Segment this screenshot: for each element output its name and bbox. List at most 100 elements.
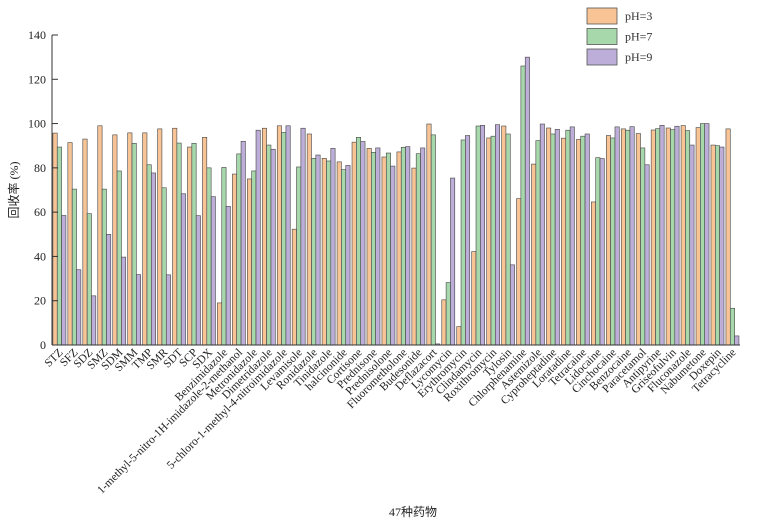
bar-pH7-25 (430, 134, 436, 346)
bar-pH7-5 (131, 142, 137, 346)
bar-pH3-18 (321, 158, 327, 346)
bar-pH3-20 (351, 141, 357, 346)
bar-pH7-12 (236, 153, 242, 346)
bar-pH7-37 (610, 137, 616, 346)
bar-pH3-3 (97, 125, 103, 346)
bar-pH3-0 (52, 132, 58, 346)
bar-pH7-41 (670, 129, 676, 346)
bar-pH9-16 (300, 127, 306, 346)
bar-pH9-14 (270, 148, 276, 346)
bar-pH7-30 (505, 133, 511, 346)
bar-pH9-3 (106, 233, 112, 346)
bar-pH9-33 (554, 129, 560, 346)
legend-swatch (586, 48, 618, 66)
bar-pH9-35 (584, 133, 590, 346)
bar-pH3-7 (157, 128, 163, 346)
bar-pH7-6 (146, 164, 152, 346)
bar-pH3-19 (336, 161, 342, 346)
bar-pH9-1 (76, 269, 82, 346)
legend-swatch (586, 28, 618, 45)
bar-pH7-10 (206, 167, 212, 346)
bar-pH3-43 (695, 127, 701, 346)
bar-pH9-4 (121, 256, 127, 346)
y-tick-label: 100 (28, 117, 46, 131)
bar-pH9-20 (360, 141, 366, 346)
y-tick-label: 140 (28, 28, 46, 42)
bar-pH9-45 (734, 335, 740, 346)
bar-pH7-0 (56, 146, 62, 346)
bar-pH9-7 (165, 274, 171, 346)
bar-pH7-3 (101, 188, 107, 346)
bar-pH7-36 (595, 157, 601, 346)
bar-pH3-31 (516, 198, 522, 346)
bar-pH3-15 (276, 125, 282, 346)
bar-pH7-40 (655, 128, 661, 346)
bar-pH7-26 (445, 282, 451, 346)
bar-pH9-12 (240, 140, 246, 346)
bar-pH7-14 (266, 144, 272, 346)
bar-pH9-26 (450, 177, 456, 346)
bar-pH3-14 (261, 127, 267, 346)
bar-pH7-28 (475, 125, 481, 346)
bar-pH3-17 (306, 133, 312, 346)
bar-pH9-15 (285, 125, 291, 346)
bar-pH7-39 (640, 147, 646, 346)
bar-pH3-16 (291, 228, 297, 346)
y-ticks: 0 20 40 60 80 100 120 140 (28, 28, 58, 352)
bar-pH3-35 (576, 139, 582, 346)
bar-pH9-38 (629, 126, 635, 346)
bar-pH3-34 (561, 137, 567, 346)
bar-pH3-32 (531, 163, 537, 346)
bar-pH7-44 (715, 145, 720, 346)
bar-pH9-19 (345, 165, 351, 346)
bar-pH9-0 (61, 215, 67, 346)
bar-pH3-12 (232, 173, 238, 346)
bar-pH9-2 (91, 295, 97, 346)
bar-pH7-9 (191, 142, 197, 346)
bar-pH9-37 (614, 126, 620, 346)
bar-pH7-33 (550, 133, 556, 346)
bar-pH3-27 (456, 326, 462, 346)
bar-pH9-27 (465, 135, 471, 346)
y-tick-label: 20 (34, 294, 46, 308)
bar-pH9-6 (151, 172, 156, 346)
bar-pH7-27 (460, 139, 466, 346)
bar-pH7-19 (341, 169, 347, 346)
bar-pH3-23 (396, 151, 402, 346)
bar-pH3-30 (501, 125, 507, 346)
bar-pH3-29 (486, 137, 492, 346)
bar-pH3-4 (112, 134, 118, 346)
bar-pH3-25 (426, 123, 432, 346)
bar-pH9-22 (390, 165, 396, 346)
bar-pH3-21 (366, 148, 372, 346)
bar-pH7-8 (176, 142, 182, 346)
bar-pH3-28 (471, 251, 477, 346)
bar-pH3-42 (680, 125, 686, 346)
bar-pH3-33 (546, 127, 552, 346)
bar-pH3-44 (710, 144, 716, 346)
bar-pH7-1 (71, 188, 77, 346)
y-tick-label: 0 (40, 338, 46, 352)
bar-pH3-2 (82, 138, 88, 346)
bar-pH7-15 (281, 132, 287, 346)
bar-pH3-39 (635, 133, 641, 346)
bar-pH9-11 (225, 206, 231, 346)
bar-pH7-16 (296, 166, 302, 346)
legend-swatch (586, 7, 618, 25)
x-tick-labels: STZSFZSDZSMZSDMSMMTMPSMRSDTSCPSDXBenzimi… (43, 346, 739, 496)
bars-layer (52, 56, 740, 346)
bar-pH9-17 (315, 154, 321, 346)
y-tick-label: 40 (34, 249, 46, 263)
bar-pH7-13 (251, 170, 257, 346)
bar-pH9-24 (420, 147, 426, 346)
bar-pH9-23 (405, 146, 411, 346)
bar-pH9-28 (480, 125, 485, 346)
bar-pH9-32 (539, 123, 545, 346)
bar-pH3-45 (725, 128, 731, 346)
bar-pH9-34 (569, 126, 575, 346)
bar-pH7-24 (415, 153, 421, 346)
legend-label: pH=7 (625, 30, 652, 44)
bar-pH9-5 (136, 274, 141, 346)
bar-pH9-39 (644, 164, 650, 346)
